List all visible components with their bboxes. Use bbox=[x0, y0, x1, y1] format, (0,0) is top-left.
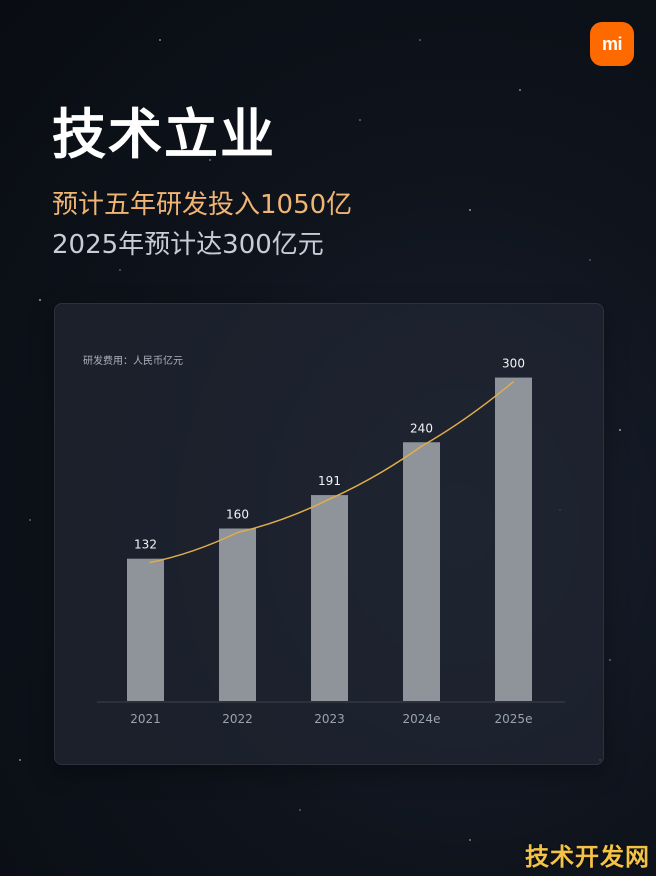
data-label-2021: 132 bbox=[134, 538, 157, 552]
trend-line bbox=[149, 380, 514, 564]
x-tick-2024e: 2024e bbox=[403, 712, 441, 726]
subtitle-investment: 预计五年研发投入1050亿 bbox=[52, 190, 353, 220]
bar-2025e bbox=[495, 377, 532, 701]
data-label-2024e: 240 bbox=[410, 421, 433, 435]
data-label-2023: 191 bbox=[318, 474, 341, 488]
bar-chart: 132 2021 160 2022 191 2023 240 2024e 300 2025e bbox=[97, 357, 565, 726]
bar-2021 bbox=[127, 558, 164, 701]
data-label-2022: 160 bbox=[226, 508, 249, 522]
x-tick-2021: 2021 bbox=[130, 712, 161, 726]
xiaomi-logo: mi bbox=[590, 22, 634, 66]
page-title: 技术立业 bbox=[52, 103, 276, 166]
chart-unit-label: 研发费用：人民币亿元 bbox=[83, 356, 183, 367]
watermark-text: 技术开发网 bbox=[525, 843, 650, 871]
x-tick-2025e: 2025e bbox=[495, 712, 533, 726]
bar-2024e bbox=[403, 442, 440, 701]
x-tick-2022: 2022 bbox=[222, 712, 253, 726]
bar-2023 bbox=[311, 495, 348, 701]
chart-card: 研发费用：人民币亿元 132 2021 160 2022 191 2023 240 2024e… bbox=[54, 303, 604, 765]
data-label-2025e: 300 bbox=[502, 357, 525, 371]
subtitle-target: 2025年预计达300亿元 bbox=[52, 230, 324, 260]
x-tick-2023: 2023 bbox=[314, 712, 345, 726]
bar-2022 bbox=[219, 528, 256, 701]
logo-text: mi bbox=[601, 33, 623, 54]
